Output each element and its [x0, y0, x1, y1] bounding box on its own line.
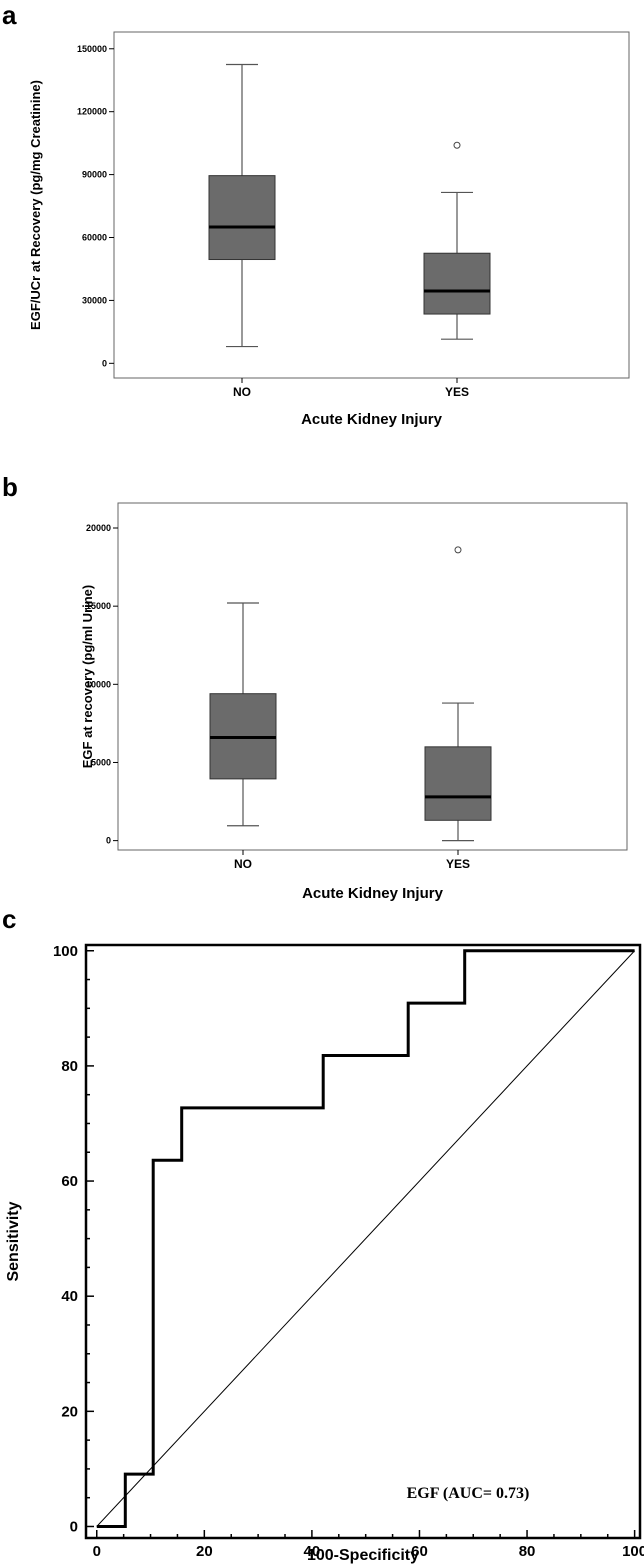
plot-frame: [117, 502, 628, 851]
y-tick-label: 120000: [77, 107, 107, 117]
panel-letter-a: a: [2, 0, 17, 30]
y-tick-label: 20: [61, 1403, 78, 1420]
category-label: NO: [233, 385, 251, 399]
category-label: YES: [446, 857, 470, 871]
roc-curve-line: [96, 949, 635, 1528]
panel-letter-b: b: [2, 472, 18, 502]
category-label: NO: [234, 857, 252, 871]
y-tick-label: 90000: [82, 170, 107, 180]
y-axis-label: EGF/UCr at Recovery (pg/mg Creatinine): [28, 80, 43, 330]
roc-panel-c: 0 20 40 60 80 100 0 20 40 60 80 100 100-Specificity S…: [5, 943, 644, 1564]
panel-letter-c: c: [2, 904, 16, 934]
x-axis-label: Acute Kidney Injury: [302, 885, 444, 902]
outlier-point: [454, 546, 462, 554]
x-tick-label: 40: [304, 1543, 321, 1560]
y-tick-label: 10000: [86, 679, 111, 689]
x-tick-label: 0: [93, 1543, 101, 1560]
boxplot-panel-b: 0 5000 10000 15000 20000 EGF at recovery (pg/…: [80, 502, 628, 902]
outlier-point: [453, 141, 461, 149]
y-tick-label: 0: [70, 1518, 78, 1535]
y-tick-label: 60: [61, 1173, 78, 1190]
y-axis-label: EGF at recovery (pg/ml Urine): [80, 585, 95, 769]
y-tick-label: 20000: [86, 523, 111, 533]
y-axis-label: Sensitivity: [5, 1201, 22, 1281]
iqr-box: [424, 746, 492, 821]
y-tick-label: 40: [61, 1288, 78, 1305]
x-axis-label: Acute Kidney Injury: [301, 411, 443, 428]
x-axis-label: 100-Specificity: [307, 1547, 419, 1564]
plot-frame: [84, 943, 642, 1540]
y-tick-label: 5000: [91, 757, 111, 767]
iqr-box: [208, 175, 276, 261]
y-tick-label: 80: [61, 1058, 78, 1075]
y-tick-label: 15000: [86, 601, 111, 611]
y-tick-label: 150000: [77, 44, 107, 54]
auc-annotation: EGF (AUC= 0.73): [407, 1485, 530, 1502]
x-tick-label: 20: [196, 1543, 213, 1560]
y-tick-label: 60000: [82, 233, 107, 243]
plot-frame: [113, 31, 630, 379]
y-tick-label: 0: [102, 358, 107, 368]
y-tick-label: 100: [53, 943, 78, 960]
category-label: YES: [445, 385, 469, 399]
iqr-box: [423, 252, 491, 315]
y-tick-label: 0: [106, 836, 111, 846]
x-tick-label: 80: [519, 1543, 536, 1560]
y-tick-label: 30000: [82, 295, 107, 305]
x-tick-label: 100: [622, 1543, 644, 1560]
reference-diagonal-line: [96, 950, 635, 1527]
boxplot-panel-a: 0 30000 60000 90000 120000 150000 EGF/UCr at R…: [28, 31, 630, 428]
x-tick-label: 60: [411, 1543, 428, 1560]
